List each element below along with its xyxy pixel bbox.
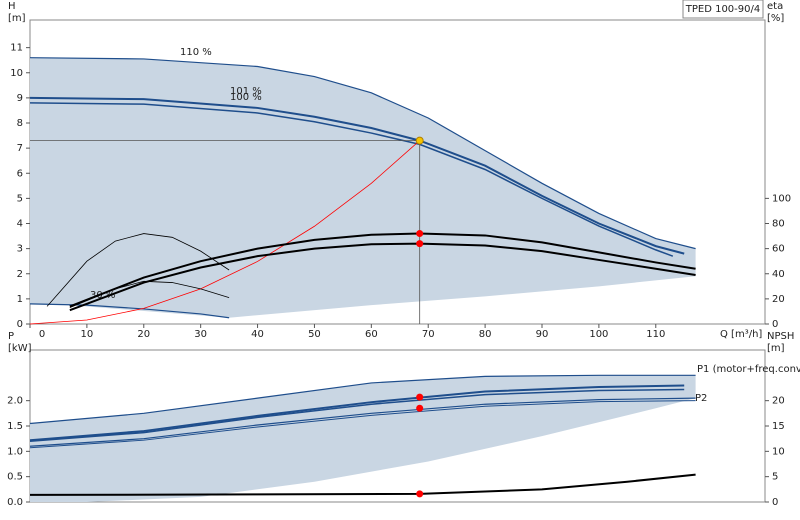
curve <box>29 397 696 447</box>
x-tick-label: 30 <box>194 329 207 340</box>
curve-label: 110 % <box>180 47 212 58</box>
x-tick-label: 70 <box>422 329 435 340</box>
curve-label: 30 % <box>90 290 115 301</box>
y2-axis-label: [m] <box>767 343 785 354</box>
x-tick-label: 20 <box>137 329 150 340</box>
y-tick-label: 6 <box>17 168 23 179</box>
curve <box>69 232 696 308</box>
title-box <box>682 0 764 19</box>
curve <box>69 280 230 309</box>
y-axis-label: H <box>8 1 16 12</box>
y-tick-label: 1.5 <box>7 421 23 432</box>
curve <box>29 400 696 449</box>
y-axis-label: P <box>8 331 14 342</box>
y2-tick-label: 20 <box>772 396 785 407</box>
y-tick-label: 2 <box>17 269 23 280</box>
y2-tick-label: 0 <box>772 319 778 330</box>
curve-label: P1 (motor+freq.converter) <box>697 364 800 375</box>
curve <box>29 57 696 250</box>
curve <box>29 140 420 325</box>
duty-point <box>416 230 424 238</box>
y2-tick-label: 10 <box>772 446 785 457</box>
y2-tick-label: 60 <box>772 244 785 255</box>
curve <box>29 303 230 319</box>
duty-point <box>416 393 424 401</box>
x-tick-label: 50 <box>308 329 321 340</box>
y2-axis-label: [%] <box>767 13 784 24</box>
curve <box>29 388 685 442</box>
y2-tick-label: 20 <box>772 294 785 305</box>
y-tick-label: 0 <box>17 319 23 330</box>
operating-range <box>30 375 696 502</box>
y2-tick-label: 0 <box>772 497 778 508</box>
y-tick-label: 10 <box>10 68 23 79</box>
curve <box>29 473 696 496</box>
x-tick-label: 40 <box>251 329 264 340</box>
x-axis-label: Q [m³/h] <box>720 329 762 340</box>
chart-title: TPED 100-90/4 <box>685 4 761 15</box>
duty-point <box>416 490 424 498</box>
x-tick-label: 90 <box>536 329 549 340</box>
curve <box>29 384 685 442</box>
duty-point <box>416 404 424 412</box>
duty-point <box>415 136 424 145</box>
y-tick-label: 1.0 <box>7 446 23 457</box>
operating-range <box>30 57 696 318</box>
y2-tick-label: 80 <box>772 219 785 230</box>
y-axis-label: [kW] <box>8 343 32 354</box>
y-tick-label: 1 <box>17 294 23 305</box>
y-tick-label: 11 <box>10 43 23 54</box>
curve-label: P2 <box>695 393 707 404</box>
y2-tick-label: 15 <box>772 421 785 432</box>
y2-axis-label: eta <box>767 1 783 12</box>
y-tick-label: 3 <box>17 244 23 255</box>
y-axis-label: [m] <box>8 13 26 24</box>
x-tick-label: 80 <box>479 329 492 340</box>
curve-label: 101 % <box>230 86 262 97</box>
curve-label: 100 % <box>230 92 262 103</box>
y2-axis-label: NPSH <box>767 331 794 342</box>
y2-tick-label: 5 <box>772 472 778 483</box>
y-tick-label: 7 <box>17 143 23 154</box>
x-tick-label: 110 <box>646 329 665 340</box>
duty-point <box>416 240 424 248</box>
y2-tick-label: 40 <box>772 269 785 280</box>
curve <box>29 374 696 425</box>
x-tick-label: 10 <box>81 329 94 340</box>
x-tick-label: 0 <box>39 329 45 340</box>
y-tick-label: 9 <box>17 93 23 104</box>
x-tick-label: 60 <box>365 329 378 340</box>
y-tick-label: 5 <box>17 193 23 204</box>
y-tick-label: 0.0 <box>7 497 23 508</box>
curve <box>46 233 230 307</box>
y-tick-label: 2.0 <box>7 396 23 407</box>
y2-tick-label: 100 <box>772 193 791 204</box>
x-tick-label: 100 <box>589 329 608 340</box>
y-tick-label: 4 <box>17 219 23 230</box>
curve <box>69 242 696 312</box>
y-tick-label: 8 <box>17 118 23 129</box>
y-tick-label: 0.5 <box>7 472 23 483</box>
